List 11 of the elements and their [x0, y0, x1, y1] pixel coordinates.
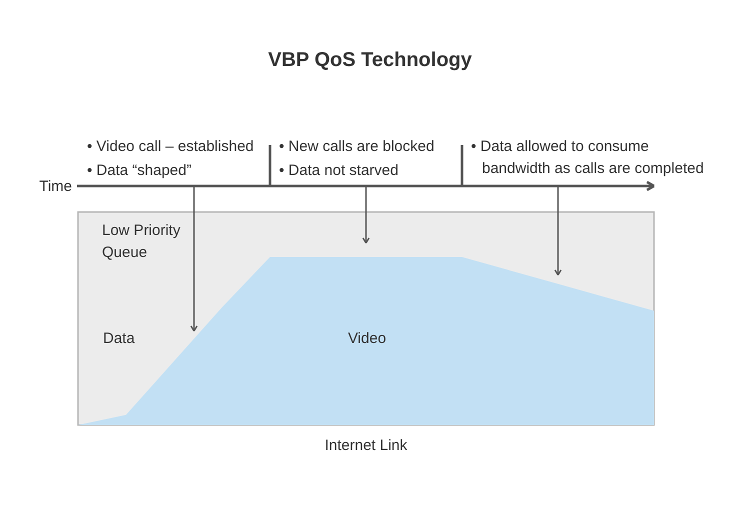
text: • Video call – established — [87, 138, 254, 155]
text: Time — [39, 178, 72, 195]
series-label: Video — [348, 330, 386, 347]
x-axis-title: Internet Link — [324, 437, 408, 454]
text: • New calls are blocked — [279, 138, 434, 155]
annotation: Data — [103, 330, 136, 347]
text: • Data not starved — [279, 162, 398, 179]
annotation: Low Priority Queue — [102, 222, 181, 261]
text: • Data allowed to consume bandwidth as calls are completed — [471, 138, 704, 177]
chart-title: VBP QoS Technology — [268, 49, 473, 71]
text: • Data “shaped” — [87, 162, 192, 179]
